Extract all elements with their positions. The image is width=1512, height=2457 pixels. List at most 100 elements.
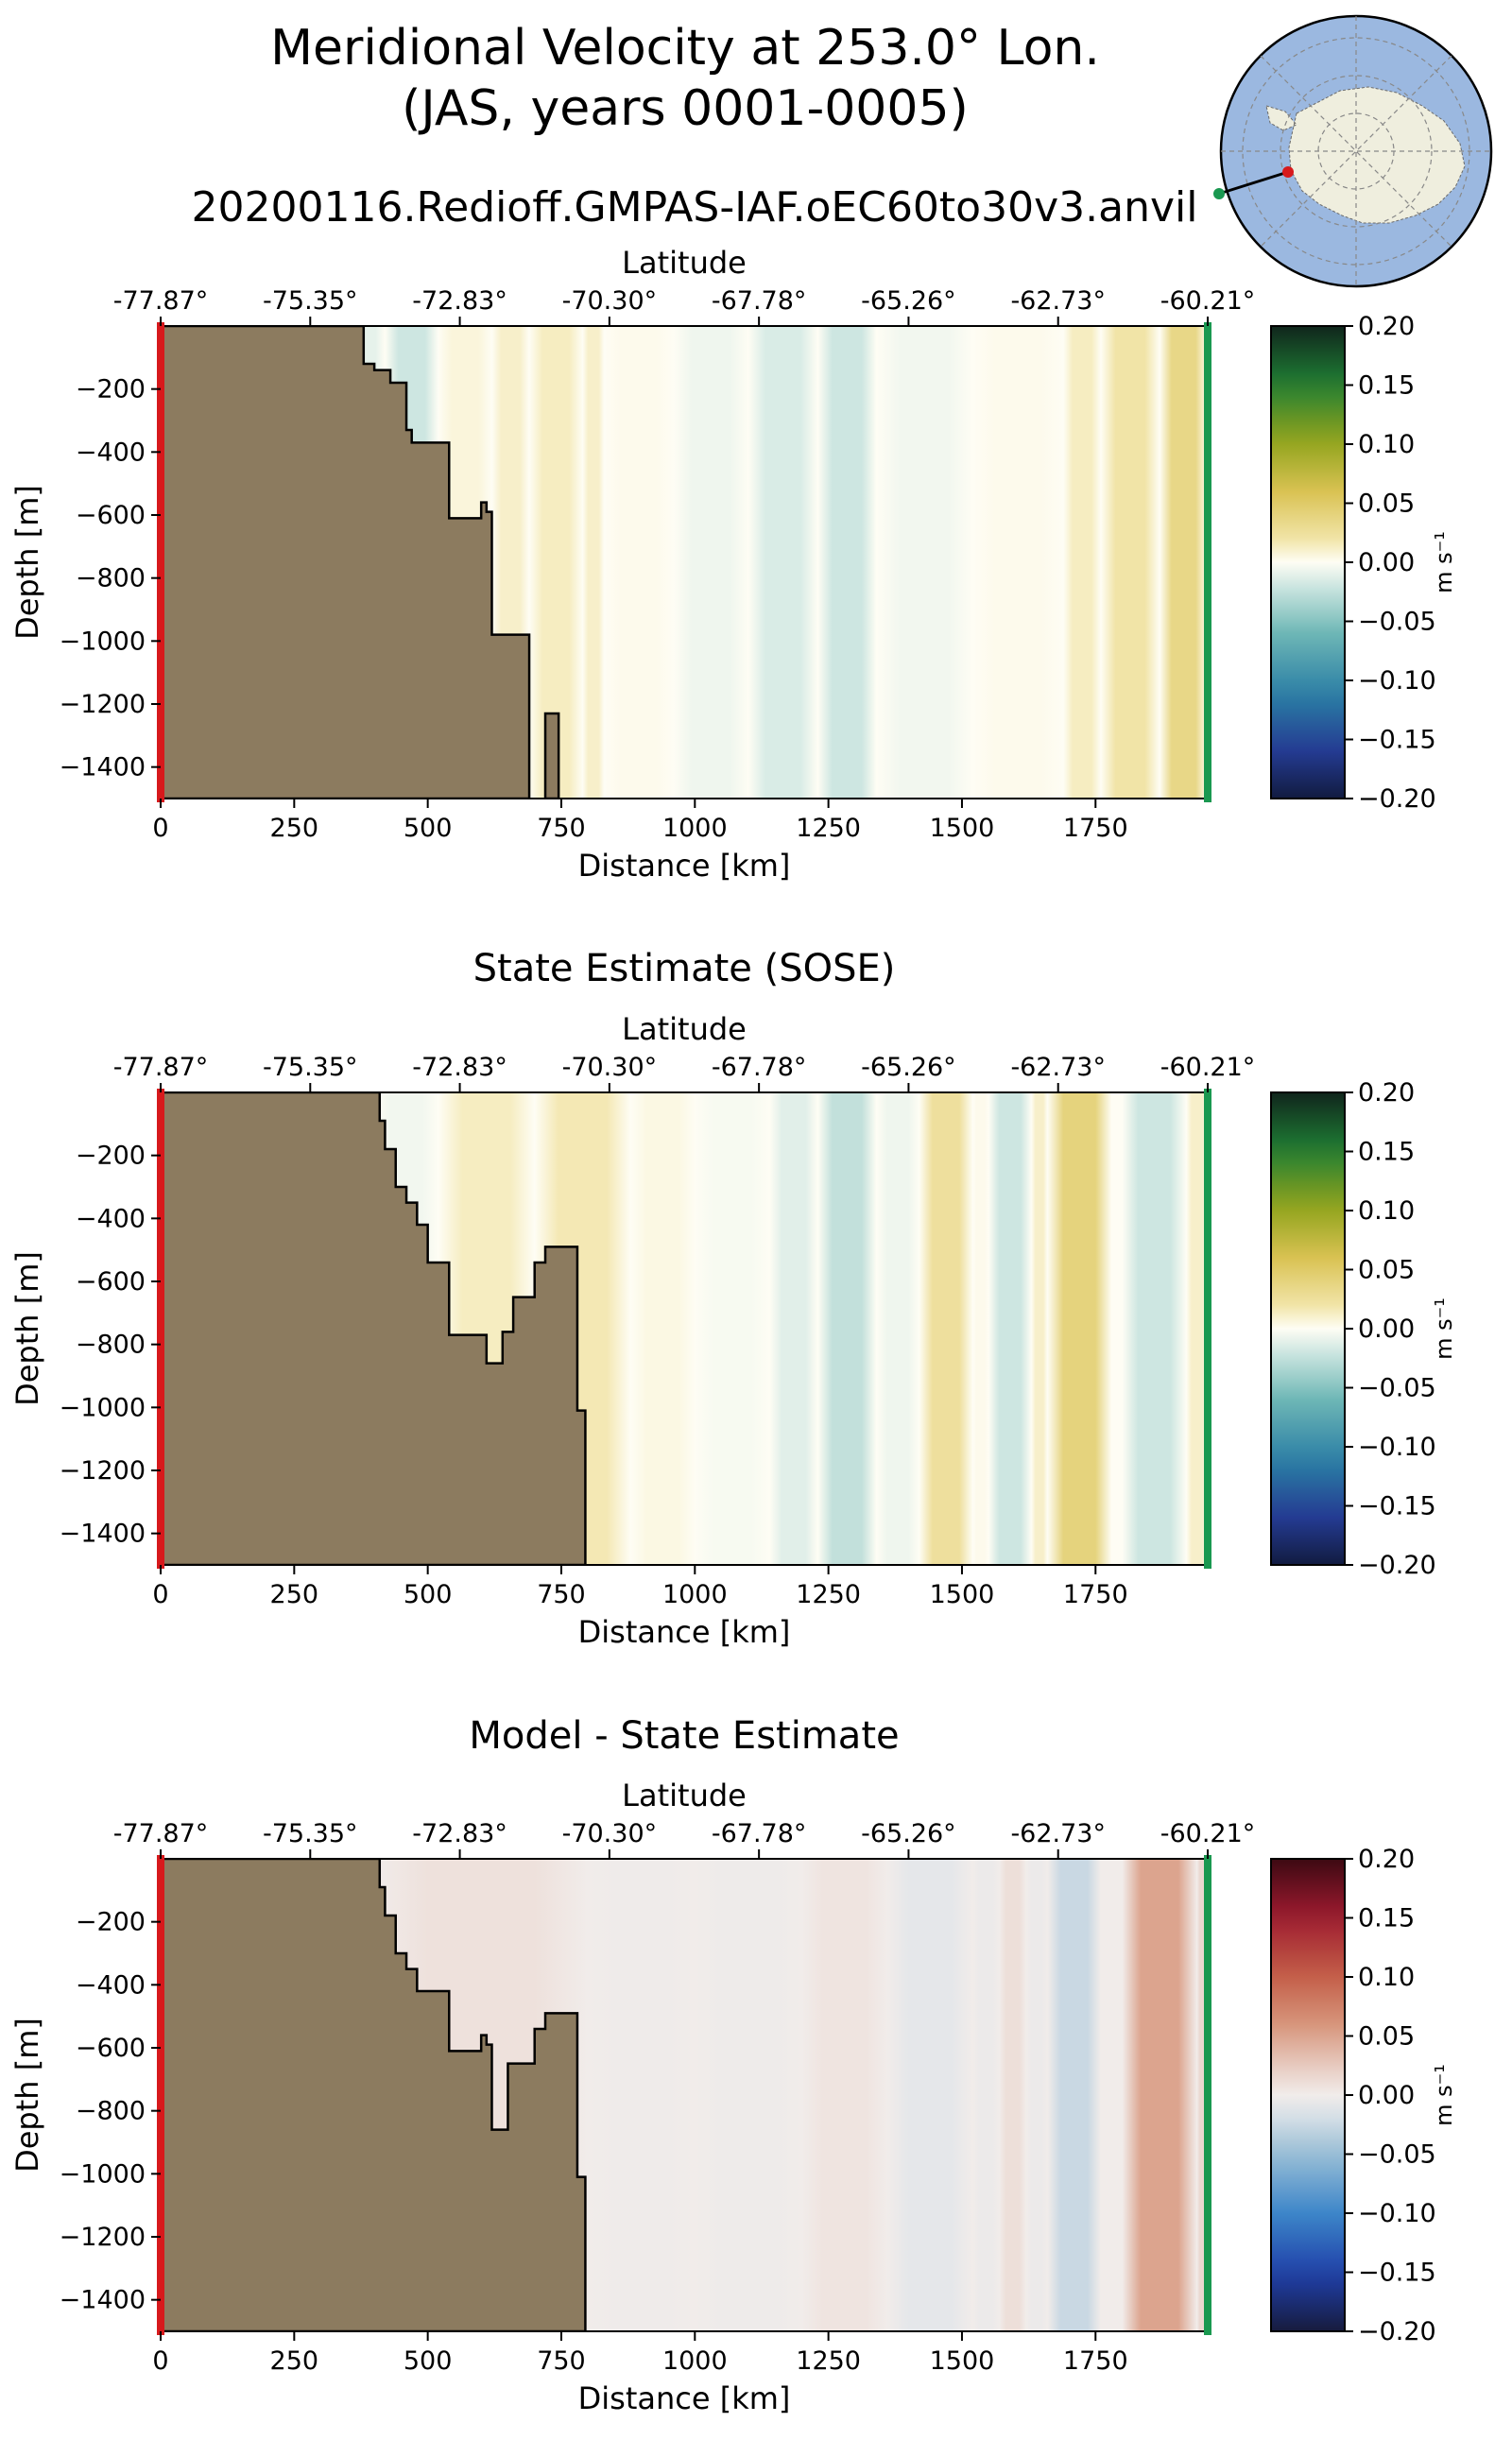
latitude-tick-label: -67.78° <box>712 1053 807 1082</box>
latitude-tick-label: -60.21° <box>1160 286 1256 316</box>
latitude-tick-label: -70.30° <box>562 286 658 316</box>
y-tick-label: −1200 <box>60 1456 146 1486</box>
colorbar-tick-label: −0.15 <box>1358 726 1436 755</box>
latitude-tick-label: -77.87° <box>113 1819 209 1848</box>
velocity-column <box>1122 1092 1187 1565</box>
latitude-tick-label: -70.30° <box>562 1819 658 1848</box>
y-tick-label: −1000 <box>60 627 146 656</box>
velocity-column <box>588 1859 696 2331</box>
colorbar-tick-label: 0.00 <box>1358 1314 1415 1344</box>
colorbar-tick-label: −0.20 <box>1358 2317 1436 2346</box>
y-tick-label: −1400 <box>60 2286 146 2315</box>
latitude-tick-label: -72.83° <box>412 1819 507 1848</box>
run-name: 20200116.Redioff.GMPAS-IAF.oEC60to30v3.a… <box>192 183 1198 232</box>
latitude-tick-label: -60.21° <box>1160 1819 1256 1848</box>
latitude-tick-label: -67.78° <box>712 1819 807 1848</box>
x-axis-label: Distance [km] <box>578 1614 791 1650</box>
latitude-axis-label: Latitude <box>622 245 747 281</box>
y-tick-label: −600 <box>76 1267 146 1297</box>
x-tick-label: 0 <box>152 814 168 843</box>
y-tick-label: −1400 <box>60 1520 146 1549</box>
section-panel-2: State Estimate (SOSE) Latitude 0 250 500 750 1… <box>9 947 1457 1650</box>
velocity-column <box>673 326 748 799</box>
x-tick-label: 0 <box>152 2346 168 2376</box>
velocity-column <box>1047 1092 1112 1565</box>
section-panel-3: Model - State Estimate Latitude 0 250 500 750… <box>9 1714 1457 2416</box>
x-tick-label: 250 <box>270 2346 319 2376</box>
x-tick-label: 0 <box>152 1580 168 1609</box>
latitude-tick-label: -77.87° <box>113 286 209 316</box>
velocity-column <box>1025 1859 1048 2331</box>
y-tick-label: −200 <box>76 375 146 404</box>
velocity-column <box>1063 326 1101 799</box>
colorbar-tick-label: −0.10 <box>1358 666 1436 696</box>
y-axis-label: Depth [m] <box>9 485 45 640</box>
colorbar: 0.20 0.15 0.10 0.05 0.00 −0.05 −0.10 −0.15 −0.20… <box>1270 1845 1457 2346</box>
colorbar-tick-label: 0.00 <box>1358 548 1415 577</box>
section-panel-1: Latitude 0 250 500 750 1000 1250 1500 1750 -77.87… <box>9 245 1457 884</box>
velocity-field <box>161 1092 1208 1565</box>
section-start-marker <box>157 1089 164 1569</box>
latitude-axis-label: Latitude <box>622 1011 747 1047</box>
velocity-column <box>769 1092 818 1565</box>
latitude-tick-label: -62.73° <box>1010 286 1106 316</box>
x-tick-label: 1250 <box>796 814 861 843</box>
velocity-column <box>747 326 818 799</box>
x-axis-label: Distance [km] <box>578 2380 791 2416</box>
colorbar-tick-label: −0.10 <box>1358 1433 1436 1462</box>
velocity-column <box>604 326 674 799</box>
latitude-tick-label: -75.35° <box>263 286 358 316</box>
x-axis-label: Distance [km] <box>578 848 791 884</box>
velocity-column <box>817 326 877 799</box>
latitude-tick-label: -60.21° <box>1160 1053 1256 1082</box>
velocity-column <box>972 326 1064 799</box>
colorbar-tick-label: 0.15 <box>1358 1904 1415 1933</box>
colorbar-tick-label: 0.00 <box>1358 2081 1415 2110</box>
colorbar-tick-label: −0.20 <box>1358 1551 1436 1580</box>
colorbar-tick-label: −0.20 <box>1358 784 1436 814</box>
y-tick-label: −800 <box>76 1331 146 1360</box>
colorbar-tick-label: 0.05 <box>1358 1256 1415 1285</box>
y-tick-label: −200 <box>76 1908 146 1937</box>
y-tick-label: −1000 <box>60 2159 146 2189</box>
colorbar-tick-label: 0.20 <box>1358 1845 1415 1874</box>
colorbar-tick-label: 0.10 <box>1358 1963 1415 1992</box>
velocity-column <box>1100 1859 1123 2331</box>
section-start-marker <box>157 322 164 802</box>
latitude-tick-label: -65.26° <box>861 1053 956 1082</box>
latitude-axis-label: Latitude <box>622 1778 747 1813</box>
y-tick-label: −600 <box>76 501 146 530</box>
colorbar: 0.20 0.15 0.10 0.05 0.00 −0.05 −0.10 −0.15 −0.20… <box>1270 312 1457 814</box>
x-tick-label: 250 <box>270 814 319 843</box>
colorbar-tick-label: 0.20 <box>1358 312 1415 341</box>
latitude-tick-label: -75.35° <box>263 1053 358 1082</box>
colorbar-tick-label: −0.05 <box>1358 608 1436 637</box>
y-tick-label: −400 <box>76 438 146 467</box>
land-mask <box>161 326 531 799</box>
seamount <box>543 712 560 799</box>
panel-title: Model - State Estimate <box>469 1714 899 1758</box>
velocity-column <box>999 1859 1026 2331</box>
x-tick-label: 1750 <box>1063 2346 1128 2376</box>
x-tick-label: 1500 <box>930 814 995 843</box>
velocity-column <box>817 1092 877 1565</box>
figure-title-line2: (JAS, years 0001-0005) <box>402 80 969 137</box>
x-tick-label: 750 <box>537 1580 586 1609</box>
y-tick-label: −200 <box>76 1142 146 1171</box>
colorbar-tick-label: 0.10 <box>1358 1196 1415 1226</box>
section-end-marker <box>1204 322 1211 802</box>
x-tick-label: 1750 <box>1063 1580 1128 1609</box>
colorbar-tick-label: −0.15 <box>1358 1492 1436 1521</box>
velocity-column <box>876 326 973 799</box>
colorbar: 0.20 0.15 0.10 0.05 0.00 −0.05 −0.10 −0.15 −0.20… <box>1270 1078 1457 1580</box>
colorbar-tick-label: 0.05 <box>1358 2022 1415 2052</box>
velocity-column <box>582 326 605 799</box>
latitude-tick-label: -65.26° <box>861 286 956 316</box>
colorbar-tick-label: 0.10 <box>1358 430 1415 459</box>
latitude-tick-label: -67.78° <box>712 286 807 316</box>
antarctica-polar-map-icon <box>1213 14 1493 288</box>
x-tick-label: 1500 <box>930 2346 995 2376</box>
velocity-column <box>695 1859 802 2331</box>
velocity-column <box>1100 326 1160 799</box>
